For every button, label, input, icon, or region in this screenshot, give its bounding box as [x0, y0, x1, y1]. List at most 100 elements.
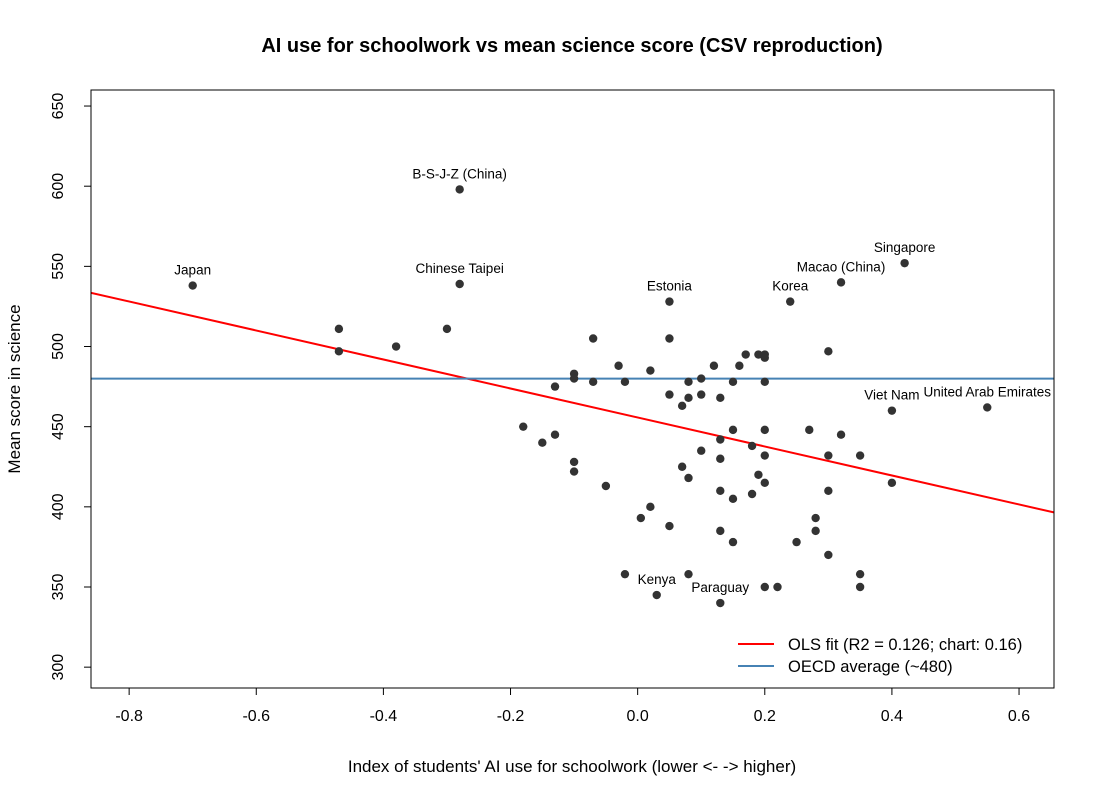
data-point: [620, 377, 630, 386]
chart-title: AI use for schoolwork vs mean science sc…: [261, 35, 882, 57]
data-point: [760, 353, 769, 362]
data-point: [550, 430, 560, 439]
data-point: [684, 393, 693, 403]
data-point: [620, 569, 630, 579]
data-point: [665, 521, 674, 531]
data-point: [741, 350, 750, 359]
y-axis-label: Mean score in science: [5, 304, 24, 473]
x-tick-label: 0.0: [627, 708, 649, 725]
x-axis: -0.8 -0.6 -0.4 -0.2 0.0 0.2 0.4 0.6: [115, 687, 1030, 725]
data-point: [824, 451, 833, 460]
data-point: [887, 478, 897, 487]
data-point: [442, 324, 452, 334]
y-tick-label: 500: [50, 333, 67, 360]
legend-label-oecd: OECD average (~480): [788, 658, 953, 676]
data-point: [334, 324, 344, 334]
x-tick-label: -0.6: [242, 708, 270, 725]
ols-fit-line: [91, 291, 1054, 514]
point-label: Japan: [174, 263, 211, 278]
data-point: [855, 569, 865, 579]
plot-area: Japan B-S-J-Z (China) Chinese Taipei Estoni…: [91, 166, 1054, 608]
data-point: [652, 590, 661, 600]
legend: OLS fit (R2 = 0.126; chart: 0.16) OECD a…: [738, 636, 1022, 676]
data-point: [665, 334, 674, 343]
x-tick-label: 0.2: [754, 708, 776, 725]
data-point: [588, 377, 598, 386]
data-point: [855, 451, 865, 460]
data-point: [836, 278, 846, 287]
data-point: [677, 401, 687, 411]
data-point: [983, 403, 992, 412]
data-point: [836, 430, 846, 439]
point-label: Estonia: [647, 279, 693, 294]
data-point: [709, 361, 719, 370]
data-point: [786, 297, 795, 306]
data-point: [519, 422, 528, 431]
data-point: [754, 470, 763, 479]
data-point: [773, 582, 782, 592]
y-tick-label: 350: [50, 574, 67, 601]
point-label: Singapore: [874, 240, 936, 255]
data-point: [760, 425, 769, 435]
data-point: [824, 347, 833, 356]
data-point: [601, 481, 611, 491]
data-point: [334, 347, 344, 356]
data-point: [811, 513, 820, 523]
point-label: Viet Nam: [864, 388, 919, 403]
data-point: [728, 425, 738, 435]
data-point: [646, 366, 655, 375]
data-point: [754, 350, 763, 359]
data-point: [188, 281, 197, 290]
data-point: [455, 185, 464, 194]
data-point: [684, 569, 693, 579]
data-point: [391, 342, 401, 351]
data-point: [614, 361, 623, 370]
data-point: [697, 390, 706, 399]
data-point: [538, 438, 547, 447]
legend-label-ols: OLS fit (R2 = 0.126; chart: 0.16): [788, 636, 1022, 654]
y-tick-label: 400: [50, 493, 67, 520]
data-point: [735, 361, 744, 370]
data-point: [716, 526, 725, 536]
data-point: [760, 451, 769, 460]
data-point: [636, 513, 646, 523]
data-point: [665, 390, 674, 399]
data-point: [684, 377, 693, 386]
data-point: [760, 377, 769, 386]
data-point: [855, 582, 865, 592]
data-point: [716, 435, 725, 444]
x-tick-label: 0.6: [1008, 708, 1030, 725]
data-point: [716, 393, 725, 403]
data-point: [747, 441, 757, 451]
data-point: [728, 377, 738, 386]
point-label: Paraguay: [691, 580, 749, 595]
point-label: Macao (China): [797, 259, 886, 274]
data-point: [455, 279, 464, 289]
data-point: [697, 446, 706, 455]
x-axis-label: Index of students' AI use for schoolwork…: [348, 757, 796, 776]
y-tick-label: 550: [50, 253, 67, 280]
data-point: [805, 425, 814, 435]
y-axis: 300 350 400 450 500 550 600 650: [50, 93, 92, 681]
y-tick-label: 650: [50, 93, 67, 120]
data-point: [811, 526, 820, 536]
data-point: [550, 382, 560, 391]
data-point: [792, 537, 801, 547]
x-tick-label: -0.4: [370, 708, 398, 725]
data-point: [569, 467, 579, 476]
point-label: Korea: [772, 279, 809, 294]
x-tick-label: -0.2: [497, 708, 525, 725]
data-point: [665, 297, 674, 306]
data-point: [747, 489, 757, 499]
point-label: Kenya: [638, 572, 677, 587]
data-point: [677, 462, 687, 471]
data-point: [760, 478, 769, 487]
data-point: [684, 473, 693, 483]
data-point: [824, 550, 833, 560]
data-point: [569, 457, 579, 467]
data-points: Japan B-S-J-Z (China) Chinese Taipei Estoni…: [174, 166, 1051, 608]
data-point: [900, 258, 909, 268]
data-point: [569, 374, 579, 383]
data-point: [716, 454, 725, 463]
y-tick-label: 600: [50, 173, 67, 200]
